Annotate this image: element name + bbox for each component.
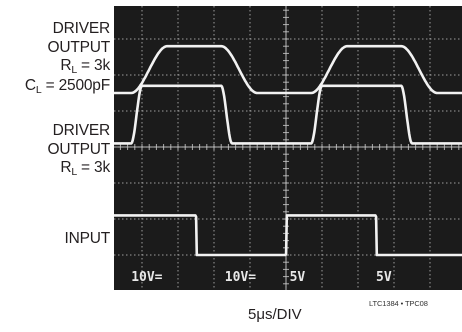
trace3-label: INPUT bbox=[64, 230, 110, 249]
trace3-label-line1: INPUT bbox=[64, 230, 110, 247]
trace2-label-line1: DRIVER bbox=[52, 122, 111, 139]
scale-readout: 5V bbox=[290, 270, 306, 285]
oscilloscope-screen: 10V= 10V= 5V 5V bbox=[114, 6, 462, 290]
trace1-label: DRIVER OUTPUT RL = 3k CL = 2500pF bbox=[25, 20, 110, 96]
scale-readout: 10V= bbox=[131, 270, 162, 285]
scale-readout: 5V bbox=[376, 270, 392, 285]
trace-3-waveform bbox=[114, 214, 462, 257]
trace1-label-line1: DRIVER bbox=[52, 20, 111, 37]
trace1-label-line2: OUTPUT bbox=[47, 38, 110, 56]
trace2-label-line3: RL = 3k bbox=[60, 159, 110, 178]
trace-1-waveform bbox=[114, 44, 462, 95]
oscilloscope-plot: 10V= 10V= 5V 5V bbox=[114, 6, 462, 290]
trace1-label-line4: CL = 2500pF bbox=[24, 76, 110, 96]
trace2-label-line2: OUTPUT bbox=[47, 140, 110, 158]
figure-credit: LTC1384 • TPC08 bbox=[369, 299, 428, 308]
trace1-label-line3: RL = 3k bbox=[60, 57, 110, 76]
trace2-label: DRIVER OUTPUT RL = 3k bbox=[47, 122, 110, 179]
x-axis-label: 5μs/DIV bbox=[248, 306, 302, 323]
trace-2-waveform bbox=[114, 84, 462, 145]
scale-readout: 10V= bbox=[225, 270, 256, 285]
